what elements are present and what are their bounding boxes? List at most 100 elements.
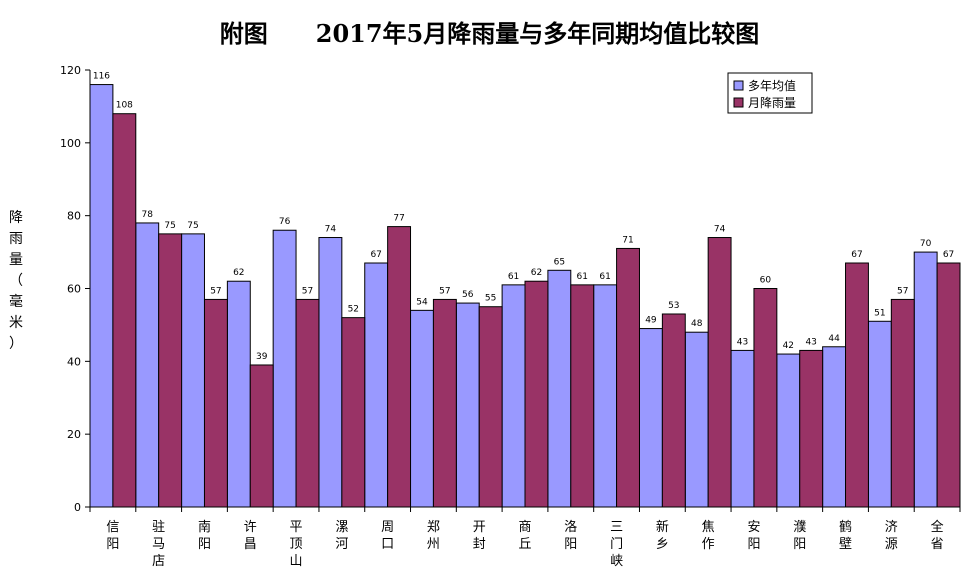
data-label: 49 [645,316,657,326]
data-label: 57 [302,286,313,296]
data-label: 70 [920,239,932,249]
chart-title-prefix: 附图 [219,19,268,48]
data-label: 62 [233,268,244,278]
chart-title: 附图 2017年5月降雨量与多年同期均值比较图 [0,14,979,49]
bar [822,346,847,508]
bar [501,284,526,508]
bar [478,306,503,508]
data-label: 56 [462,290,474,300]
category-label: 濮阳 [793,520,806,552]
data-label: 76 [279,217,291,227]
bar [112,113,137,508]
data-label: 71 [622,235,633,245]
data-label: 61 [599,272,610,282]
bar [890,298,915,508]
bar [295,298,320,508]
category-label: 周口 [381,520,394,552]
category-label: 驻马店 [152,520,165,569]
legend-swatch [733,80,744,91]
data-label: 51 [874,308,885,318]
bar [776,353,801,508]
y-tick-label: 20 [67,428,81,441]
bar [593,284,618,508]
y-tick-label: 40 [67,355,81,368]
data-label: 39 [256,352,268,362]
data-label: 61 [508,272,519,282]
data-label: 52 [348,305,359,315]
bar [913,251,938,508]
category-label: 新乡 [656,519,669,552]
category-label: 鹤壁 [839,519,852,552]
bar [135,222,160,508]
category-label: 济源 [885,520,898,552]
legend-label: 多年均值 [748,78,796,93]
legend-label: 月降雨量 [748,96,796,110]
bar [616,247,640,508]
category-label: 漯河 [335,520,348,552]
bar [799,349,824,508]
bar [845,262,869,508]
data-label: 62 [531,268,542,278]
bar [410,309,434,508]
data-label: 57 [897,286,908,296]
y-tick-label: 120 [60,64,81,77]
category-label: 全省 [931,519,944,552]
legend-swatch [733,97,744,108]
data-label: 48 [691,319,703,329]
data-label: 60 [760,276,772,286]
bar [158,233,183,508]
bar [318,237,343,508]
data-label: 54 [416,297,428,307]
y-tick-label: 100 [60,137,81,150]
data-label: 61 [577,272,588,282]
category-label: 南阳 [198,519,211,552]
data-label: 44 [828,334,840,344]
data-label: 55 [485,294,496,304]
data-label: 74 [325,225,337,235]
bar [661,313,686,508]
y-axis-label: 降雨量（毫米） [9,210,23,352]
bar [707,237,732,508]
bar [867,320,892,508]
data-label: 74 [714,225,726,235]
data-label: 65 [554,257,565,267]
y-tick-label: 80 [67,210,81,223]
data-label: 67 [943,250,954,260]
bar [203,298,228,508]
bar [364,262,389,508]
bar [181,233,205,508]
category-label: 平顶山 [290,520,303,569]
data-label: 67 [370,250,381,260]
data-label: 77 [393,214,404,224]
category-label: 信阳 [106,520,119,552]
category-label: 焦作 [702,520,715,552]
data-label: 53 [668,301,679,311]
category-label: 开封 [473,520,486,552]
category-label: 许昌 [244,520,257,552]
bar [387,226,412,508]
bar [570,284,595,508]
chart-title-main: 2017年5月降雨量与多年同期均值比较图 [315,19,760,48]
bar [272,229,297,508]
data-label: 78 [142,210,154,220]
bar [684,331,709,508]
data-label: 43 [737,337,748,347]
bar [638,328,663,508]
bar [936,262,961,508]
bar [753,288,778,508]
bar [524,280,549,508]
category-label: 洛阳 [564,520,577,552]
data-label: 42 [783,341,794,351]
chart-bars [89,84,961,508]
data-label: 116 [93,72,110,82]
category-label: 郑州 [427,520,440,552]
bar [432,298,457,508]
data-label: 75 [164,221,175,231]
data-label: 67 [851,250,862,260]
y-tick-label: 0 [74,501,81,514]
data-label: 108 [116,101,133,111]
bar [226,280,251,508]
chart-data-labels: 116 78 75 62 76 74 67 54 56 61 65 61 49 48 43 42 44 51 70 1… [93,72,954,362]
